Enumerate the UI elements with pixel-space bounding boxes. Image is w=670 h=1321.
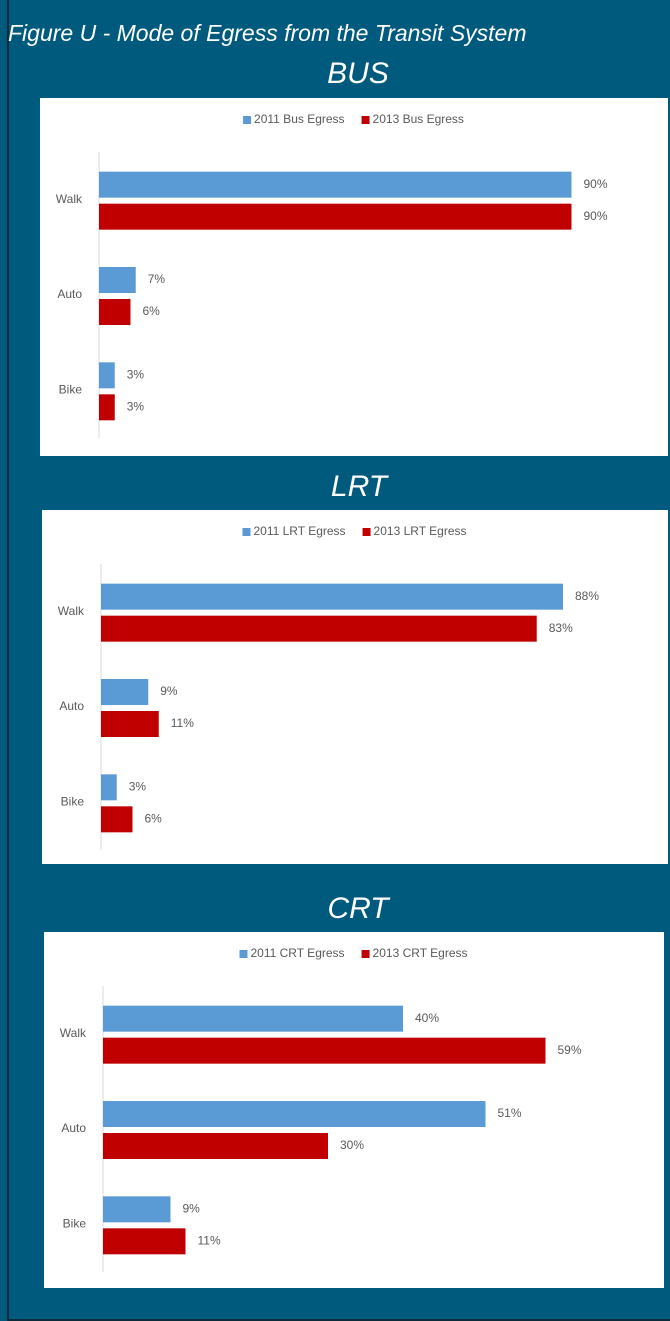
- value-label: 40%: [415, 1011, 439, 1025]
- legend-label: 2011 Bus Egress: [254, 112, 345, 126]
- value-label: 88%: [575, 589, 599, 603]
- bar: [103, 1037, 546, 1064]
- bar: [99, 362, 115, 389]
- bar: [99, 203, 572, 230]
- value-label: 90%: [584, 177, 608, 191]
- legend-label: 2011 CRT Egress: [250, 946, 344, 960]
- bar: [101, 615, 537, 642]
- bar: [99, 267, 136, 293]
- bar: [103, 1101, 486, 1127]
- chart-title: LRT: [331, 470, 390, 503]
- value-label: 3%: [129, 780, 147, 794]
- legend-swatch: [239, 950, 248, 958]
- bar: [103, 1005, 403, 1032]
- category-label: Auto: [57, 287, 82, 301]
- value-label: 59%: [558, 1043, 582, 1057]
- bar: [99, 299, 131, 325]
- legend-swatch: [361, 950, 370, 958]
- legend-label: 2013 Bus Egress: [373, 112, 464, 126]
- figure-title: Figure U - Mode of Egress from the Trans…: [8, 20, 527, 46]
- legend-swatch: [361, 116, 370, 124]
- bar: [101, 711, 159, 737]
- bar: [103, 1228, 186, 1255]
- chart-title: BUS: [327, 57, 389, 90]
- value-label: 51%: [498, 1106, 522, 1120]
- legend-swatch: [243, 116, 252, 124]
- bar: [101, 806, 133, 833]
- legend-swatch: [362, 528, 371, 536]
- bar: [101, 583, 563, 610]
- legend-label: 2013 CRT Egress: [373, 946, 468, 960]
- category-label: Walk: [58, 604, 85, 618]
- bar: [99, 394, 115, 421]
- chart-panel: [40, 98, 668, 456]
- legend-label: 2011 LRT Egress: [253, 524, 345, 538]
- bar: [103, 1196, 171, 1223]
- value-label: 9%: [160, 684, 178, 698]
- category-label: Walk: [56, 192, 83, 206]
- bar: [99, 171, 572, 198]
- value-label: 11%: [171, 716, 194, 730]
- category-label: Auto: [61, 1121, 86, 1135]
- category-label: Walk: [60, 1026, 87, 1040]
- chart-title: CRT: [327, 892, 391, 925]
- value-label: 30%: [340, 1138, 364, 1152]
- value-label: 7%: [148, 272, 166, 286]
- value-label: 6%: [145, 812, 163, 826]
- category-label: Bike: [61, 795, 85, 809]
- value-label: 9%: [183, 1202, 201, 1216]
- category-label: Auto: [59, 699, 84, 713]
- value-label: 6%: [143, 304, 161, 318]
- value-label: 3%: [127, 368, 145, 382]
- value-label: 90%: [584, 209, 608, 223]
- legend-swatch: [242, 528, 251, 536]
- bar: [101, 679, 149, 705]
- bar: [103, 1133, 328, 1159]
- category-label: Bike: [59, 383, 83, 397]
- value-label: 11%: [198, 1234, 221, 1248]
- category-label: Bike: [63, 1217, 87, 1231]
- legend-label: 2013 LRT Egress: [374, 524, 467, 538]
- value-label: 3%: [127, 400, 145, 414]
- value-label: 83%: [549, 621, 573, 635]
- bar: [101, 774, 117, 801]
